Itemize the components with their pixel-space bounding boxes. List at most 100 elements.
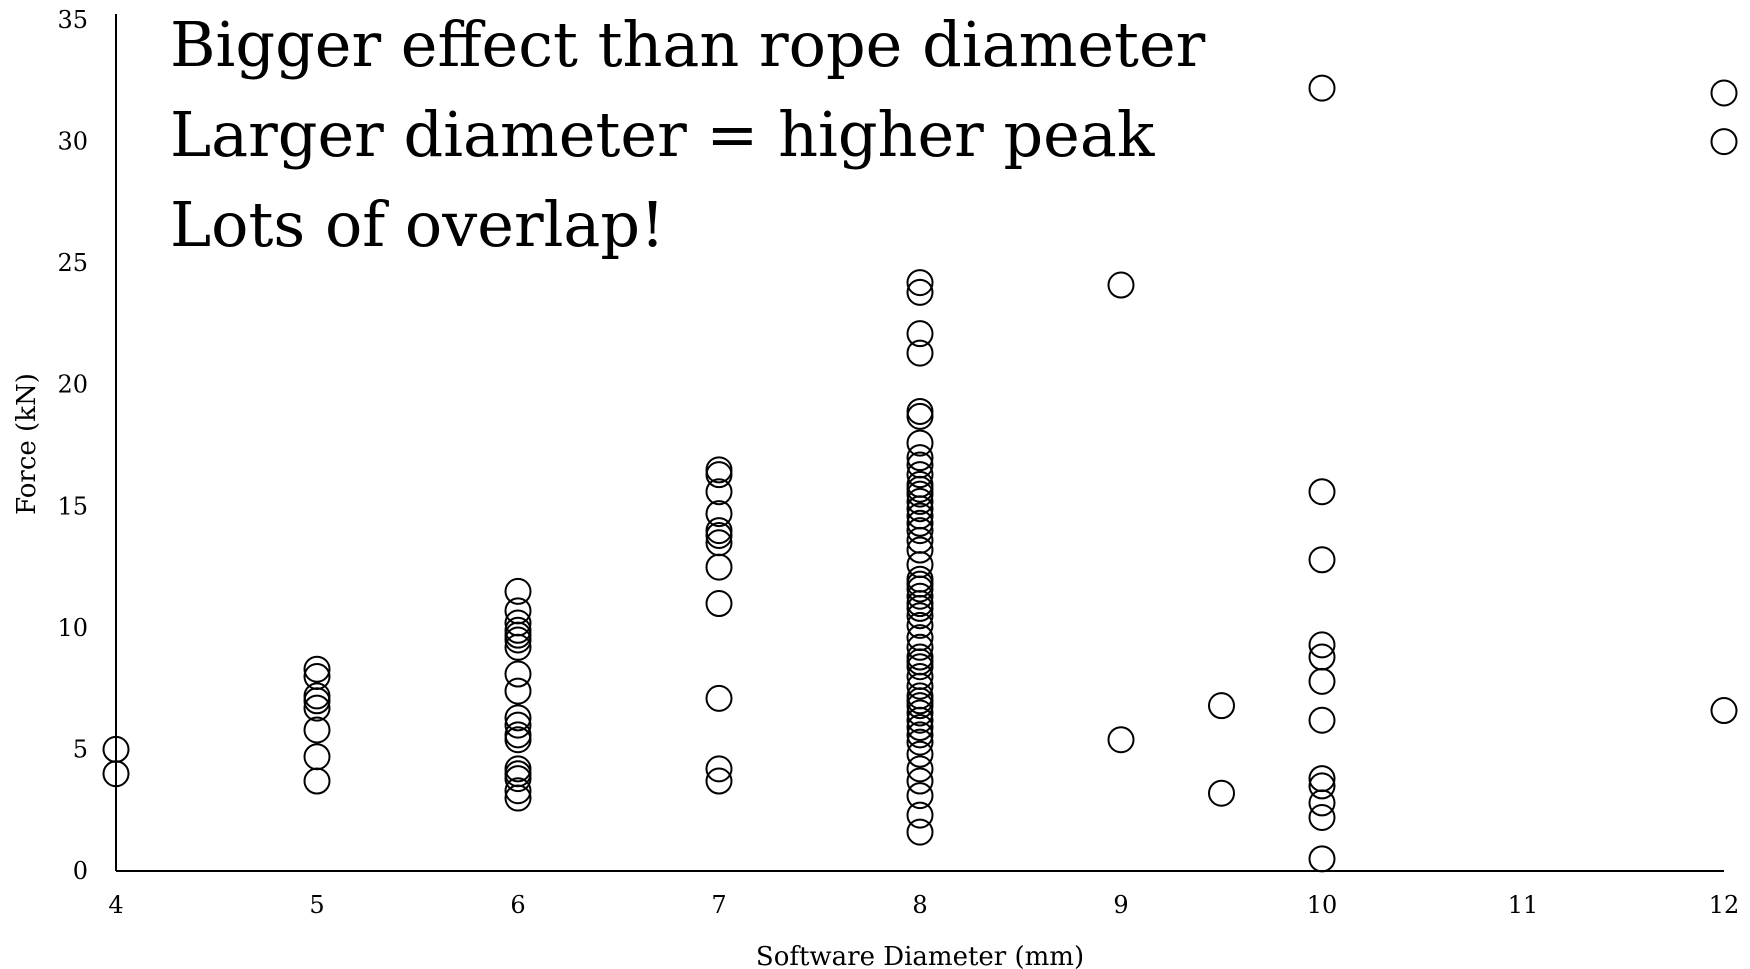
x-axis-title: Software Diameter (mm) bbox=[756, 942, 1084, 969]
data-point bbox=[303, 767, 331, 795]
annotation-line-2: Larger diameter = higher peak bbox=[170, 98, 1155, 171]
data-point bbox=[1308, 631, 1336, 659]
data-point bbox=[906, 320, 934, 348]
data-point bbox=[906, 582, 934, 610]
data-point bbox=[1710, 697, 1738, 725]
data-point bbox=[906, 692, 934, 720]
data-point bbox=[906, 653, 934, 681]
data-point bbox=[1308, 706, 1336, 734]
data-point bbox=[303, 743, 331, 771]
data-point bbox=[906, 444, 934, 472]
data-point bbox=[906, 461, 934, 489]
data-point bbox=[906, 429, 934, 457]
x-tick-label: 4 bbox=[108, 891, 123, 919]
x-tick-label: 9 bbox=[1113, 891, 1128, 919]
y-axis-title: Force (kN) bbox=[12, 373, 42, 515]
data-point bbox=[504, 704, 532, 732]
data-point bbox=[906, 278, 934, 306]
data-point bbox=[102, 760, 130, 788]
data-point bbox=[906, 633, 934, 661]
data-point bbox=[705, 500, 733, 528]
data-point bbox=[705, 755, 733, 783]
y-tick-label: 15 bbox=[57, 492, 88, 520]
annotations: Bigger effect than rope diameter Larger … bbox=[170, 8, 1206, 261]
data-point bbox=[705, 478, 733, 506]
data-point bbox=[705, 590, 733, 618]
data-point bbox=[705, 521, 733, 549]
data-point bbox=[303, 687, 331, 715]
data-point bbox=[906, 402, 934, 430]
data-point bbox=[1308, 478, 1336, 506]
data-point bbox=[1710, 128, 1738, 156]
data-point bbox=[1308, 845, 1336, 873]
data-point bbox=[906, 397, 934, 425]
data-point bbox=[906, 575, 934, 603]
data-point bbox=[906, 551, 934, 579]
data-point bbox=[1308, 74, 1336, 102]
data-point bbox=[504, 626, 532, 654]
y-tick-label: 5 bbox=[73, 735, 88, 763]
x-tick-label: 8 bbox=[912, 891, 927, 919]
data-point bbox=[303, 694, 331, 722]
data-point bbox=[906, 801, 934, 829]
data-point bbox=[906, 517, 934, 545]
data-point bbox=[906, 480, 934, 508]
data-point bbox=[906, 721, 934, 749]
data-point bbox=[906, 594, 934, 622]
data-point bbox=[1107, 726, 1135, 754]
x-tick-label: 5 bbox=[309, 891, 324, 919]
y-tick-label: 0 bbox=[73, 857, 88, 885]
data-point bbox=[906, 602, 934, 630]
data-point bbox=[906, 728, 934, 756]
data-point bbox=[303, 716, 331, 744]
data-point bbox=[906, 487, 934, 515]
data-point bbox=[504, 765, 532, 793]
x-tick-label: 11 bbox=[1508, 891, 1539, 919]
annotation-line-3: Lots of overlap! bbox=[170, 188, 665, 261]
data-point bbox=[906, 339, 934, 367]
data-point bbox=[504, 777, 532, 805]
x-tick-label: 10 bbox=[1307, 891, 1338, 919]
data-point bbox=[1308, 804, 1336, 832]
annotation-line-1: Bigger effect than rope diameter bbox=[170, 8, 1206, 81]
data-point bbox=[504, 577, 532, 605]
data-point bbox=[1308, 772, 1336, 800]
x-tick-label: 12 bbox=[1709, 891, 1740, 919]
y-tick-labels: 0 5 10 15 20 25 30 35 bbox=[57, 6, 88, 885]
y-tick-label: 30 bbox=[57, 128, 88, 156]
data-point bbox=[906, 269, 934, 297]
data-point bbox=[504, 677, 532, 705]
data-point bbox=[906, 536, 934, 564]
x-tick-labels: 4 5 6 7 8 9 10 11 12 bbox=[108, 891, 1739, 919]
data-point bbox=[504, 633, 532, 661]
y-tick-label: 10 bbox=[57, 614, 88, 642]
data-point bbox=[303, 662, 331, 690]
data-point bbox=[906, 706, 934, 734]
data-point bbox=[906, 672, 934, 700]
x-tick-label: 6 bbox=[510, 891, 525, 919]
data-point bbox=[705, 553, 733, 581]
x-tick-label: 7 bbox=[711, 891, 726, 919]
data-point bbox=[504, 726, 532, 754]
data-point bbox=[504, 660, 532, 688]
data-point bbox=[303, 655, 331, 683]
data-point bbox=[906, 714, 934, 742]
y-tick-label: 25 bbox=[57, 249, 88, 277]
data-point bbox=[1308, 546, 1336, 574]
data-point bbox=[705, 684, 733, 712]
data-point bbox=[504, 711, 532, 739]
data-point bbox=[906, 648, 934, 676]
data-point bbox=[504, 784, 532, 812]
data-point bbox=[1308, 765, 1336, 793]
data-point bbox=[906, 782, 934, 810]
data-point bbox=[906, 818, 934, 846]
data-point bbox=[906, 495, 934, 523]
data-point bbox=[705, 461, 733, 489]
y-tick-label: 20 bbox=[57, 371, 88, 399]
data-point bbox=[1710, 79, 1738, 107]
data-point bbox=[705, 767, 733, 795]
data-point bbox=[1308, 667, 1336, 695]
data-point bbox=[906, 740, 934, 768]
data-point bbox=[1208, 692, 1235, 720]
